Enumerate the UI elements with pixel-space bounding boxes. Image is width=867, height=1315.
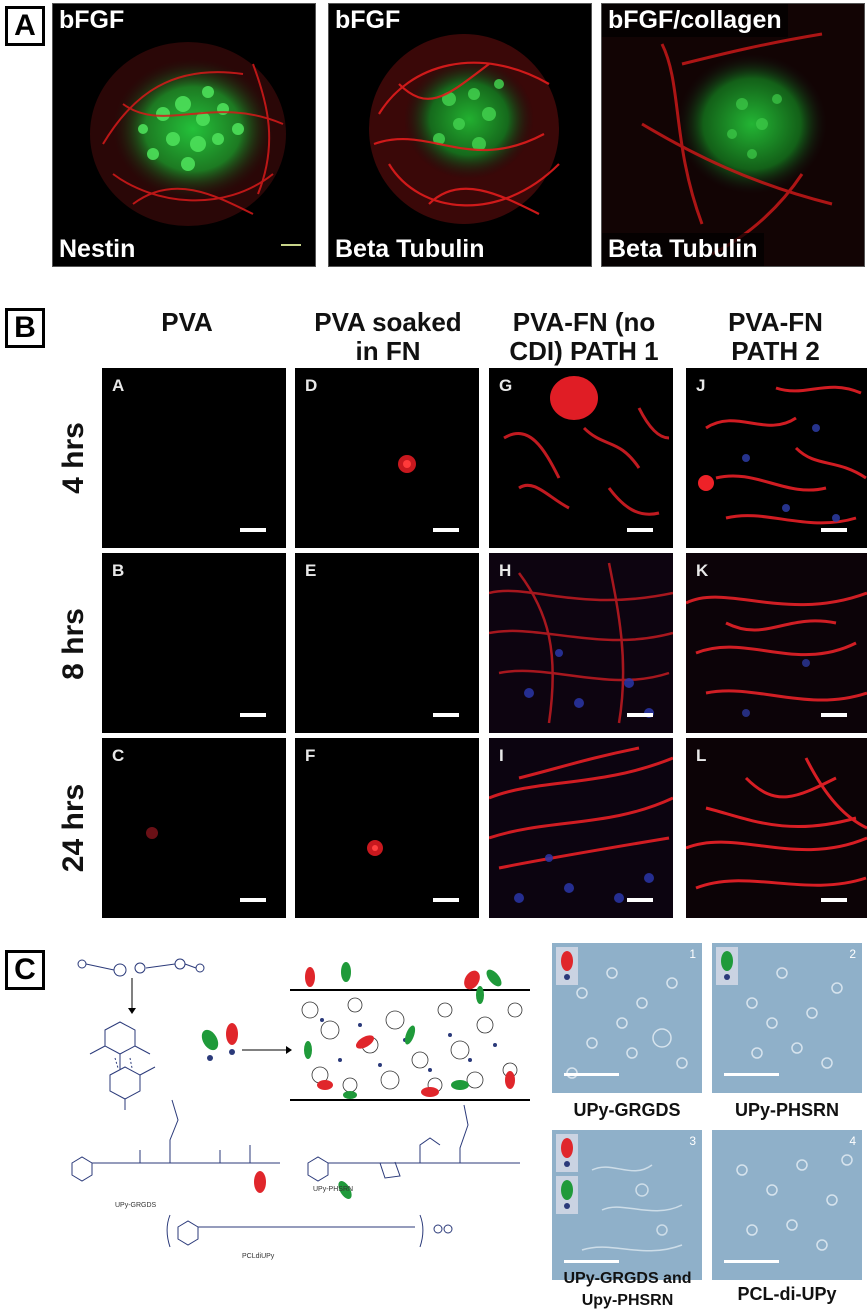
- column-header-line1: PVA: [161, 307, 213, 337]
- cell-letter: B: [112, 561, 125, 580]
- column-header-line1: PVA-FN (no: [512, 307, 656, 337]
- cell-image: [686, 738, 867, 918]
- column-header-line1: PVA soaked: [314, 307, 462, 337]
- supramolecular-schematic: [71, 958, 530, 1248]
- scale-bar: [627, 528, 653, 532]
- phase-image-number: 3: [689, 1134, 696, 1148]
- panel-c-letter: C: [5, 950, 45, 990]
- fluorescence-cell-g: G: [489, 368, 673, 548]
- row-header-8hrs: 8 hrs: [57, 608, 90, 680]
- scale-bar: [627, 713, 653, 717]
- label-nestin: Nestin: [53, 233, 142, 266]
- fluorescence-cell-h: H: [489, 553, 673, 733]
- fluorescence-cell-f: F: [295, 738, 479, 918]
- caption-pcl-di-upy: PCL-di-UPy: [737, 1284, 837, 1304]
- phase-image-number: 4: [849, 1134, 856, 1148]
- scale-bar: [821, 898, 847, 902]
- chem-label-pcldiupy: PCLdiUPy: [242, 1253, 275, 1260]
- label-beta-tubulin-2: Beta Tubulin: [602, 233, 764, 266]
- row-header-4hrs: 4 hrs: [57, 422, 90, 494]
- cell-letter: L: [696, 746, 707, 765]
- caption-line1: UPy-GRGDS and: [563, 1270, 692, 1287]
- phase-image-number: 1: [689, 947, 696, 961]
- cell-letter: I: [499, 746, 504, 765]
- phase-image-4: 4: [712, 1130, 862, 1280]
- label-bfgf-2: bFGF: [329, 4, 407, 37]
- cell-letter: E: [305, 561, 317, 580]
- micrograph-beta-tubulin-1: bFGF Beta Tubulin: [328, 3, 592, 267]
- label-bfgf-1: bFGF: [53, 4, 131, 37]
- label-beta-tubulin-1: Beta Tubulin: [329, 233, 491, 266]
- phase-image-2: 2: [712, 943, 862, 1093]
- column-header-line1: PVA-FN: [728, 307, 823, 337]
- cell-letter: D: [305, 376, 318, 395]
- cell-image: [489, 738, 673, 918]
- fluorescence-cell-c: C: [102, 738, 286, 918]
- caption-upy-phsrn: UPy-PHSRN: [734, 1100, 840, 1120]
- phase-image-1: 1: [552, 943, 702, 1093]
- fluorescence-cell-i: I: [489, 738, 673, 918]
- fluorescence-cell-k: K: [686, 553, 867, 733]
- scale-bar: [240, 528, 266, 532]
- cell-image: [146, 827, 158, 839]
- scale-bar: [821, 528, 847, 532]
- panel-a-letter: A: [5, 6, 45, 46]
- cell-image: [367, 840, 383, 856]
- fluorescence-cell-d: D: [295, 368, 479, 548]
- micrograph-beta-tubulin-2: bFGF/collagen Beta Tubulin: [601, 3, 865, 267]
- cell-letter: G: [499, 376, 513, 395]
- fluorescence-cell-j: J: [686, 368, 867, 548]
- caption-line2: Upy-PHSRN: [581, 1292, 674, 1309]
- cell-letter: C: [112, 746, 125, 765]
- scale-bar: [433, 528, 459, 532]
- cell-letter: F: [305, 746, 316, 765]
- cell-image: [398, 455, 416, 473]
- caption-upy-grgds: UPy-GRGDS: [573, 1100, 681, 1120]
- panel-b-letter: B: [5, 308, 45, 348]
- fluorescence-cell-b: B: [102, 553, 286, 733]
- fluorescence-cell-a: A: [102, 368, 286, 548]
- cell-image: [503, 376, 670, 516]
- cell-letter: K: [696, 561, 709, 580]
- cell-image: [686, 553, 867, 733]
- cell-image: [489, 553, 673, 733]
- column-header-line2: PATH 2: [731, 336, 820, 366]
- scale-bar: [240, 898, 266, 902]
- cell-culture-image: [556, 947, 688, 1079]
- cell-letter: A: [112, 376, 125, 395]
- cell-culture-image: [556, 1134, 683, 1263]
- column-header-pva-soaked: PVA soaked in FN: [288, 308, 488, 366]
- row-header-24hrs: 24 hrs: [57, 783, 90, 873]
- scale-bar: [240, 713, 266, 717]
- scale-bar: [433, 898, 459, 902]
- phase-image-3: 3: [552, 1130, 702, 1280]
- cell-culture-image: [724, 1154, 853, 1263]
- scale-bar: [433, 713, 459, 717]
- column-header-line2: CDI) PATH 1: [509, 336, 659, 366]
- fluorescence-cell-l: L: [686, 738, 867, 918]
- fluorescence-cell-e: E: [295, 553, 479, 733]
- caption-upy-grgds-and-upy-phsrn: UPy-GRGDS and Upy-PHSRN: [540, 1268, 715, 1312]
- scale-bar: [821, 713, 847, 717]
- column-header-pva: PVA: [92, 308, 282, 337]
- cell-culture-image: [716, 947, 843, 1076]
- chem-label-upy-grgds: UPy-GRGDS: [115, 1202, 157, 1209]
- label-bfgf-collagen: bFGF/collagen: [602, 4, 788, 37]
- cell-letter: J: [696, 376, 706, 395]
- phase-image-number: 2: [849, 947, 856, 961]
- scale-bar: [627, 898, 653, 902]
- cell-image: [698, 385, 867, 525]
- neurosphere-image: [369, 34, 560, 224]
- column-header-line2: in FN: [355, 336, 421, 366]
- micrograph-nestin: bFGF Nestin: [52, 3, 316, 267]
- cell-letter: H: [499, 561, 512, 580]
- column-header-pva-fn-path2: PVA-FN PATH 2: [684, 308, 867, 366]
- column-header-pva-fn-path1: PVA-FN (no CDI) PATH 1: [488, 308, 680, 366]
- chem-label-upy-phsrn: UPy-PHSRN: [313, 1186, 354, 1193]
- neurosphere-image: [602, 4, 864, 266]
- neurosphere-image: [90, 42, 301, 246]
